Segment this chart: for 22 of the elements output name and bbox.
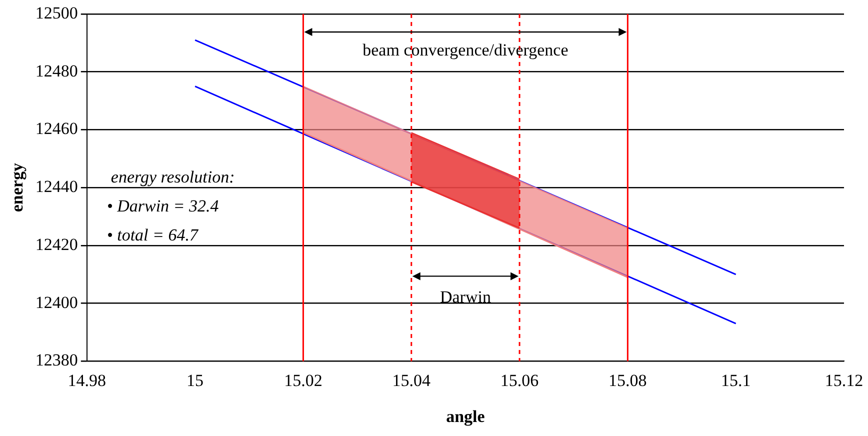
annotation: Darwin	[440, 288, 492, 307]
y-tick-label: 12460	[35, 119, 78, 138]
x-tick-label: 15.12	[824, 370, 864, 390]
y-tick-label: 12420	[35, 234, 78, 254]
x-tick-label: 15	[186, 370, 204, 390]
x-tick-label: 15.1	[720, 370, 751, 390]
x-tick-label: 15.04	[392, 370, 431, 390]
annotation: beam convergence/divergence	[362, 40, 568, 60]
y-tick-label: 12380	[35, 350, 78, 370]
x-tick-label: 15.06	[500, 370, 539, 390]
y-tick-label: 12440	[35, 177, 78, 196]
annotation: • Darwin = 32.4	[106, 196, 220, 216]
y-tick-label: 12500	[35, 3, 78, 22]
y-tick-label: 12480	[35, 61, 78, 80]
x-tick-label: 14.98	[68, 370, 106, 390]
y-tick-label: 12400	[35, 292, 78, 312]
x-axis-title: angle	[446, 407, 486, 426]
annotation: energy resolution:	[110, 167, 235, 186]
x-tick-label: 15.02	[284, 370, 322, 390]
y-axis-title: energy	[8, 162, 27, 212]
x-tick-label: 15.08	[608, 370, 647, 390]
annotation: • total = 64.7	[106, 225, 200, 244]
